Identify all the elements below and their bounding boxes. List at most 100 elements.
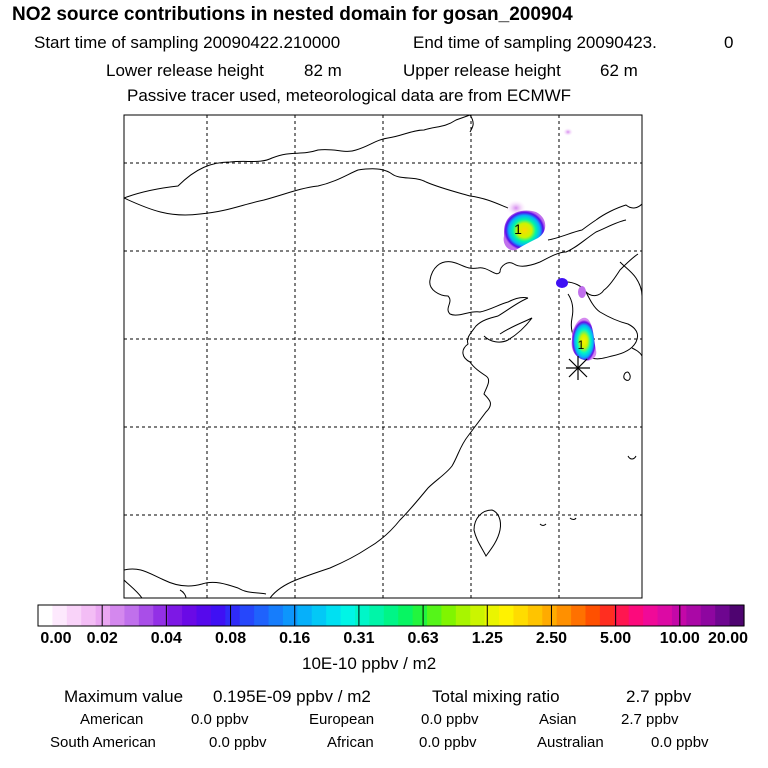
- colorbar-cell: [81, 605, 97, 626]
- colorbar-cell: [182, 605, 198, 626]
- colorbar-unit: 10E-10 ppbv / m2: [302, 654, 437, 673]
- colorbar-cell: [657, 605, 673, 626]
- end-time-label: End time of sampling 20090423.: [413, 33, 657, 52]
- colorbar-cell: [614, 605, 630, 626]
- colorbar-cell: [210, 605, 226, 626]
- colorbar-cell: [484, 605, 500, 626]
- region-south-american-label: South American: [50, 734, 156, 751]
- colorbar-tick-label: 0.08: [214, 630, 247, 647]
- colorbar-cell: [599, 605, 615, 626]
- colorbar-cell: [527, 605, 543, 626]
- colorbar-tick-label: 2.50: [535, 630, 568, 647]
- colorbar-cell: [383, 605, 399, 626]
- colorbar-cell: [153, 605, 169, 626]
- colorbar-frame: [37, 604, 745, 627]
- start-time-label: Start time of sampling 20090422.210000: [34, 33, 341, 52]
- upper-height-value: 62 m: [600, 61, 638, 80]
- colorbar-cell: [225, 605, 241, 626]
- colorbar-cell: [470, 605, 486, 626]
- region-american-label: American: [80, 711, 144, 728]
- colorbar-cell: [297, 605, 313, 626]
- colorbar-cell: [38, 605, 54, 626]
- colorbar-tick-label: 5.00: [600, 630, 632, 647]
- colorbar-cell: [124, 605, 140, 626]
- colorbar-cell: [254, 605, 270, 626]
- upper-height-label: Upper release height: [403, 61, 561, 80]
- colorbar-tick-label: 0.63: [407, 630, 439, 647]
- receptor-star-icon: [566, 356, 590, 380]
- plume-north: [503, 210, 546, 251]
- grid-lines: [124, 115, 642, 598]
- colorbar-cell: [700, 605, 716, 626]
- region-african-value: 0.0 ppbv: [419, 734, 477, 751]
- region-asian-label: Asian: [539, 711, 577, 728]
- colorbar-cell: [138, 605, 154, 626]
- max-value: 0.195E-09 ppbv / m2: [213, 687, 371, 706]
- region-american-value: 0.0 ppbv: [191, 711, 249, 728]
- colorbar-cell: [340, 605, 356, 626]
- colorbar-tick-label: 20.00: [707, 630, 749, 647]
- colorbar-cell: [167, 605, 183, 626]
- colorbar-tick-label: 0.16: [279, 630, 311, 647]
- colorbar-cell: [427, 605, 443, 626]
- colorbar-cell: [268, 605, 284, 626]
- coastline: [124, 115, 642, 598]
- region-european-value: 0.0 ppbv: [421, 711, 479, 728]
- plume-south: [571, 317, 597, 361]
- colorbar-cell: [715, 605, 731, 626]
- colorbar-tick-label: 10.00: [659, 630, 700, 647]
- plume-halo-top: [563, 128, 573, 136]
- marker-label-2: 1: [578, 338, 585, 352]
- region-australian-value: 0.0 ppbv: [651, 734, 709, 751]
- page-title: NO2 source contributions in nested domai…: [12, 4, 573, 25]
- concentration-plumes: [503, 128, 597, 361]
- colorbar-cell: [110, 605, 126, 626]
- colorbar-tick-label: 0.31: [343, 630, 375, 647]
- colorbar-cell: [311, 605, 327, 626]
- lower-height-label: Lower release height: [106, 61, 264, 80]
- colorbar-cell: [585, 605, 601, 626]
- colorbar-cell: [412, 605, 428, 626]
- colorbar-tick-label: 0.00: [40, 630, 72, 647]
- map-frame: [123, 114, 643, 599]
- plume-small-violet: [578, 286, 586, 298]
- region-european-label: European: [309, 711, 375, 728]
- tracer-note: Passive tracer used, meteorological data…: [127, 86, 572, 105]
- region-australian-label: Australian: [537, 734, 604, 751]
- colorbar-cell: [643, 605, 659, 626]
- colorbar-cell: [628, 605, 644, 626]
- marker-label-1: 1: [514, 221, 522, 237]
- colorbar-cell: [326, 605, 342, 626]
- colorbar-cell: [686, 605, 702, 626]
- colorbar-cell: [499, 605, 515, 626]
- colorbar-tick-label: 0.02: [86, 630, 118, 647]
- colorbar-cell: [52, 605, 68, 626]
- colorbar-cell: [542, 605, 558, 626]
- colorbar-cell: [513, 605, 529, 626]
- colorbar-cell: [95, 605, 111, 626]
- colorbar-cell: [556, 605, 572, 626]
- colorbar-cell: [455, 605, 471, 626]
- colorbar-cell: [354, 605, 370, 626]
- colorbar-cell: [398, 605, 414, 626]
- colorbar-cell: [239, 605, 255, 626]
- colorbar-tick-label: 0.04: [150, 630, 182, 647]
- total-mixing-label: Total mixing ratio: [432, 687, 560, 706]
- plume-small-blue: [556, 278, 568, 288]
- colorbar-cell: [369, 605, 385, 626]
- end-time-value: 0: [724, 33, 734, 52]
- lower-height-value: 82 m: [304, 61, 342, 80]
- region-south-american-value: 0.0 ppbv: [209, 734, 267, 751]
- colorbar-cell: [729, 605, 745, 626]
- colorbar-tick-label: 1.25: [471, 630, 503, 647]
- max-value-label: Maximum value: [64, 687, 184, 706]
- colorbar-cell: [571, 605, 587, 626]
- colorbar-cell: [441, 605, 457, 626]
- region-african-label: African: [327, 734, 374, 751]
- colorbar-cell: [66, 605, 82, 626]
- region-asian-value: 2.7 ppbv: [621, 711, 679, 728]
- total-mixing-value: 2.7 ppbv: [626, 687, 692, 706]
- colorbar-cell: [196, 605, 212, 626]
